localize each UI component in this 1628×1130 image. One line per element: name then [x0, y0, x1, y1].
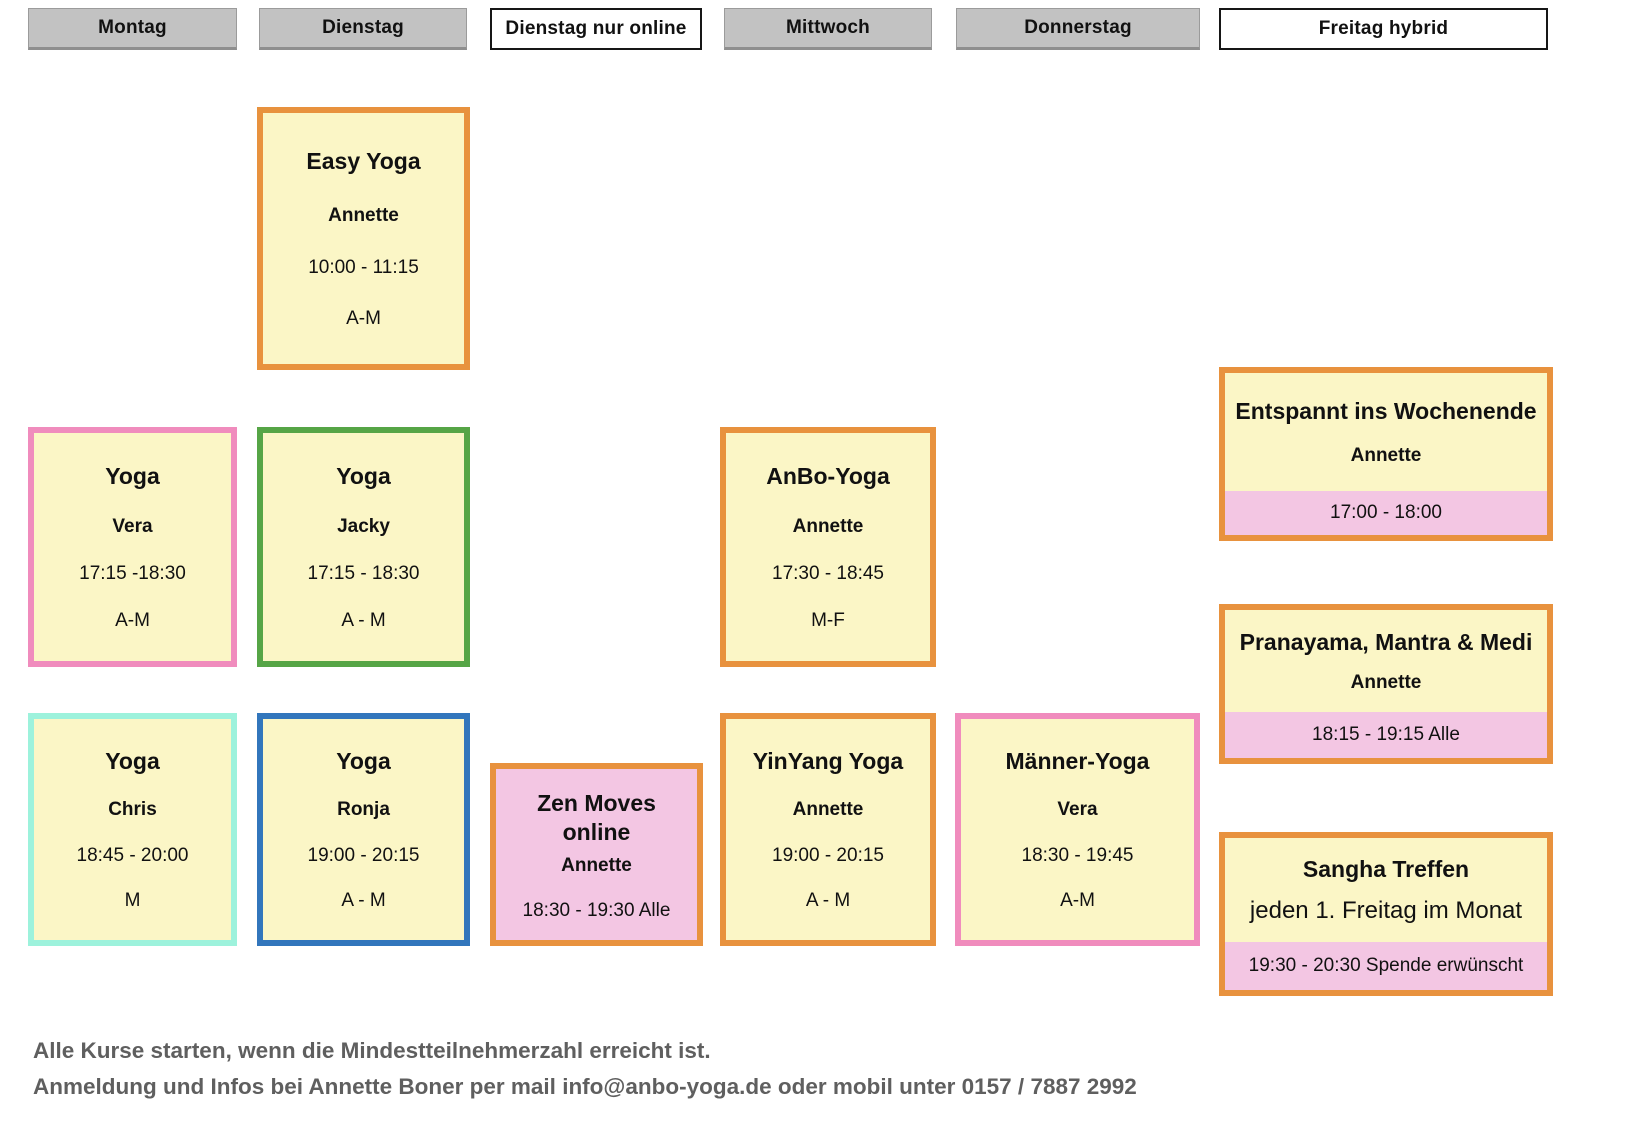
day-header-freitag-hybrid[interactable]: Freitag hybrid: [1219, 8, 1548, 50]
course-teacher: Vera: [1057, 799, 1098, 821]
course-teacher: Jacky: [337, 515, 390, 537]
card-entspannt-ins-wochenende: Entspannt ins Wochenende Annette 17:00 -…: [1219, 367, 1553, 541]
card-maenner-yoga: Männer-Yoga Vera 18:30 - 19:45 A-M: [955, 713, 1200, 946]
course-title: Männer-Yoga: [1005, 747, 1150, 774]
course-title: Yoga: [336, 463, 391, 490]
card-yinyang-yoga: YinYang Yoga Annette 19:00 - 20:15 A - M: [720, 713, 936, 946]
course-time: 19:00 - 20:15: [772, 844, 884, 866]
course-teacher: Annette: [792, 515, 864, 537]
course-level: A - M: [341, 609, 386, 631]
course-teacher: Annette: [1350, 671, 1422, 693]
course-title-line2: online: [562, 818, 631, 845]
course-teacher: Vera: [112, 515, 153, 537]
course-time: 18:30 - 19:45: [1021, 844, 1134, 866]
course-teacher: Annette: [1350, 445, 1422, 467]
course-time: 17:15 - 18:30: [307, 562, 420, 584]
course-time: 19:00 - 20:15: [307, 844, 420, 866]
card-easy-yoga: Easy Yoga Annette 10:00 - 11:15 A-M: [257, 107, 470, 370]
course-level: A-M: [1060, 890, 1095, 912]
course-time: 19:30 - 20:30 Spende erwünscht: [1248, 955, 1524, 976]
course-teacher: Annette: [328, 205, 399, 227]
course-title: Yoga: [336, 747, 391, 774]
card-yoga-vera: Yoga Vera 17:15 -18:30 A-M: [28, 427, 237, 667]
course-time: 17:00 - 18:00: [1330, 502, 1442, 523]
course-level: A-M: [346, 308, 381, 330]
day-header-mittwoch[interactable]: Mittwoch: [724, 8, 932, 50]
course-teacher: Annette: [792, 799, 864, 821]
course-time: 18:30 - 19:30 Alle: [522, 900, 671, 921]
course-title: AnBo-Yoga: [766, 463, 890, 490]
card-yoga-chris: Yoga Chris 18:45 - 20:00 M: [28, 713, 237, 946]
course-teacher: Annette: [561, 854, 632, 876]
course-time: 18:15 - 19:15 Alle: [1312, 724, 1460, 745]
day-header-montag[interactable]: Montag: [28, 8, 237, 50]
course-title: Entspannt ins Wochenende: [1235, 397, 1537, 424]
time-band: 19:30 - 20:30 Spende erwünscht: [1225, 942, 1547, 990]
course-title: Yoga: [105, 463, 160, 490]
course-level: A - M: [805, 890, 851, 912]
course-time: 18:45 - 20:00: [76, 844, 189, 866]
course-teacher: Chris: [108, 799, 157, 821]
course-title: Pranayama, Mantra & Medi: [1239, 629, 1533, 656]
course-title: YinYang Yoga: [752, 747, 904, 774]
card-yoga-ronja: Yoga Ronja 19:00 - 20:15 A - M: [257, 713, 470, 946]
time-band: 18:15 - 19:15 Alle: [1225, 712, 1547, 758]
time-band: 17:00 - 18:00: [1225, 491, 1547, 535]
footer-note-contact: Anmeldung und Infos bei Annette Boner pe…: [33, 1074, 1137, 1099]
day-header-dienstag-nur-online[interactable]: Dienstag nur online: [490, 8, 702, 50]
course-level: M: [124, 890, 141, 912]
course-title: Easy Yoga: [306, 147, 421, 174]
course-title-line1: Zen Moves: [537, 790, 656, 816]
course-time: 17:15 -18:30: [79, 562, 186, 584]
course-level: M-F: [811, 609, 845, 631]
course-teacher: Ronja: [337, 799, 390, 821]
course-title: Yoga: [105, 747, 160, 774]
course-time: 17:30 - 18:45: [772, 562, 884, 584]
day-header-donnerstag[interactable]: Donnerstag: [956, 8, 1200, 50]
card-sangha-treffen: Sangha Treffen jeden 1. Freitag im Monat…: [1219, 832, 1553, 996]
course-title: Sangha Treffen: [1302, 856, 1470, 883]
day-header-dienstag[interactable]: Dienstag: [259, 8, 467, 50]
footer-note-min-participants: Alle Kurse starten, wenn die Mindestteil…: [33, 1038, 711, 1063]
course-level: A - M: [341, 890, 386, 912]
card-zen-moves-online: Zen Moves online Annette 18:30 - 19:30 A…: [490, 763, 703, 946]
course-subtitle: jeden 1. Freitag im Monat: [1249, 896, 1523, 924]
course-level: A-M: [115, 609, 150, 631]
card-pranayama-mantra-medi: Pranayama, Mantra & Medi Annette 18:15 -…: [1219, 604, 1553, 764]
course-title: Zen Moves online: [537, 789, 656, 847]
card-yoga-jacky: Yoga Jacky 17:15 - 18:30 A - M: [257, 427, 470, 667]
course-time: 10:00 - 11:15: [308, 256, 419, 278]
card-anbo-yoga: AnBo-Yoga Annette 17:30 - 18:45 M-F: [720, 427, 936, 667]
